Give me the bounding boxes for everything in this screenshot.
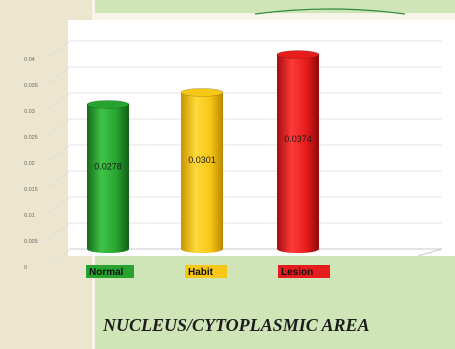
y-tick-label: 0 (24, 265, 27, 271)
category-swatch (185, 265, 227, 278)
grid-line-diag (45, 92, 71, 112)
category-label-normal: Normal (86, 265, 134, 278)
category-swatch (86, 265, 134, 278)
bar-cap (276, 50, 320, 59)
category-swatch (278, 265, 330, 278)
grid-line-diag (45, 222, 71, 242)
grid-line-diag (45, 196, 71, 216)
category-label-lesion: Lesion (278, 265, 330, 278)
grid-line-diag (45, 40, 71, 60)
category-labels: Normal Habit Lesion (86, 265, 330, 278)
category-text: Normal (89, 267, 124, 278)
plot-background (68, 20, 455, 256)
data-label-lesion: 0.0374 (284, 134, 312, 144)
y-tick-label: 0.02 (24, 161, 35, 167)
y-tick-label: 0.015 (24, 187, 38, 193)
bar-cap (180, 88, 224, 97)
category-text: Lesion (281, 267, 313, 278)
category-text: Habit (188, 267, 214, 278)
grid-line-diag (45, 170, 71, 190)
y-tick-label: 0.01 (24, 213, 35, 219)
data-label-normal: 0.0278 (94, 161, 122, 171)
grid-line-diag (45, 248, 71, 268)
grid-line-diag (45, 144, 71, 164)
y-tick-labels: 0 0.005 0.01 0.015 0.02 0.025 0.03 0.035 0.04 (24, 57, 38, 271)
y-tick-label: 0.04 (24, 57, 35, 63)
y-tick-label: 0.03 (24, 109, 35, 115)
bar-body (87, 104, 129, 253)
category-label-habit: Habit (185, 265, 227, 278)
y-tick-label: 0.025 (24, 135, 38, 141)
data-label-habit: 0.0301 (188, 155, 216, 165)
grid-line-diag (45, 118, 71, 138)
bar-body (277, 54, 319, 253)
bars (86, 50, 320, 253)
axis-floor-edge (417, 248, 443, 257)
top-green-bar (95, 0, 455, 13)
top-green-arc (254, 8, 406, 15)
chart-title: NUCLEUS/CYTOPLASMIC AREA (102, 315, 370, 335)
grid-lines (45, 40, 443, 268)
bar-lesion (276, 50, 320, 253)
bottom-green-band (95, 256, 455, 349)
bar-habit (180, 88, 224, 253)
y-tick-label: 0.005 (24, 239, 38, 245)
data-labels: 0.0278 0.0301 0.0374 (94, 134, 312, 171)
bar-body (181, 92, 223, 253)
bar-normal (86, 100, 130, 253)
bar-cap (86, 100, 130, 109)
grid-line-diag (45, 66, 71, 86)
y-tick-label: 0.035 (24, 83, 38, 89)
